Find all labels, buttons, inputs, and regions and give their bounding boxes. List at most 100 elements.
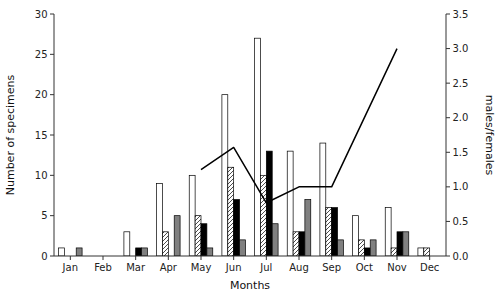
x-tick [233,256,234,260]
y-tick [50,54,54,55]
bar [299,232,305,256]
y-tick [50,256,54,257]
y2-tick [446,117,450,118]
ratio-line [201,49,397,203]
bar [240,240,246,256]
y-tick [50,94,54,95]
x-axis [54,256,446,257]
bar [305,200,311,256]
bar [157,183,163,256]
y2-tick-label: 0.5 [452,216,468,227]
bar [370,240,376,256]
y2-tick-label: 3.5 [452,9,468,20]
marks [59,38,430,256]
bar [201,224,207,256]
x-tick [299,256,300,260]
y-tick [50,135,54,136]
x-tick-label: Sep [322,262,341,273]
x-tick [429,256,430,260]
bar [76,248,82,256]
y-tick-label: 0 [41,251,47,262]
bar [397,232,403,256]
y2-axis-label: males/females [483,95,496,176]
x-tick-label: Jan [62,262,78,273]
y-tick-label: 15 [35,130,48,141]
bar [326,208,332,256]
bar [293,232,299,256]
y-tick-label: 20 [35,89,48,100]
bar [162,232,168,256]
bar [338,240,344,256]
y2-tick [446,48,450,49]
y2-tick [446,83,450,84]
y2-tick [446,221,450,222]
x-tick [103,256,104,260]
y2-tick [446,14,450,15]
y-tick-label: 10 [35,170,48,181]
y2-tick-label: 1.5 [452,147,468,158]
bar [418,248,424,256]
y-axis-label: Number of specimens [4,74,17,195]
bar [364,248,370,256]
y-tick-label: 25 [35,49,48,60]
bar [353,216,359,256]
x-tick [70,256,71,260]
bar [385,208,391,256]
x-tick [168,256,169,260]
x-tick [364,256,365,260]
bar [228,167,234,256]
bar [391,248,397,256]
y2-tick [446,186,450,187]
x-tick-label: Jun [225,262,242,273]
y2-tick-label: 3.0 [452,43,468,54]
bar [142,248,148,256]
bar [358,240,364,256]
x-tick [201,256,202,260]
x-tick-label: Jul [259,262,272,273]
x-tick [331,256,332,260]
bar [59,248,65,256]
x-tick-label: Apr [160,262,178,273]
bar [266,151,272,256]
bar [255,38,261,256]
y2-tick-label: 0.0 [452,251,468,262]
bar [403,232,409,256]
x-tick [397,256,398,260]
x-tick-label: Mar [126,262,146,273]
bar [424,248,430,256]
bar [320,143,326,256]
bar [332,208,338,256]
y2-tick [446,152,450,153]
y2-tick-label: 2.5 [452,78,468,89]
x-tick-label: May [191,262,212,273]
x-tick-label: Feb [94,262,112,273]
y2-tick [446,256,450,257]
x-tick [135,256,136,260]
bar [124,232,130,256]
bar [174,216,180,256]
chart: Jan Feb Mar Apr May Jun Jul Aug Sep Oct Nov Dec 0 5 10… [0,0,500,300]
y2-axis [446,14,447,256]
bar [189,175,195,256]
x-tick-label: Nov [387,262,407,273]
bar [136,248,142,256]
bar [207,248,213,256]
y-tick [50,175,54,176]
bar [195,216,201,256]
y2-tick-label: 2.0 [452,112,468,123]
bar [234,200,240,256]
bar [222,95,228,256]
x-tick [266,256,267,260]
x-axis-label: Months [230,279,270,292]
x-tick-label: Oct [356,262,373,273]
y-tick [50,14,54,15]
y-tick-label: 30 [35,9,48,20]
x-tick-label: Aug [289,262,309,273]
bar [260,175,266,256]
x-tick-label: Dec [420,262,439,273]
y-tick-label: 5 [41,210,47,221]
bar [287,151,293,256]
bar [272,224,278,256]
y-tick [50,215,54,216]
y2-tick-label: 1.0 [452,181,468,192]
